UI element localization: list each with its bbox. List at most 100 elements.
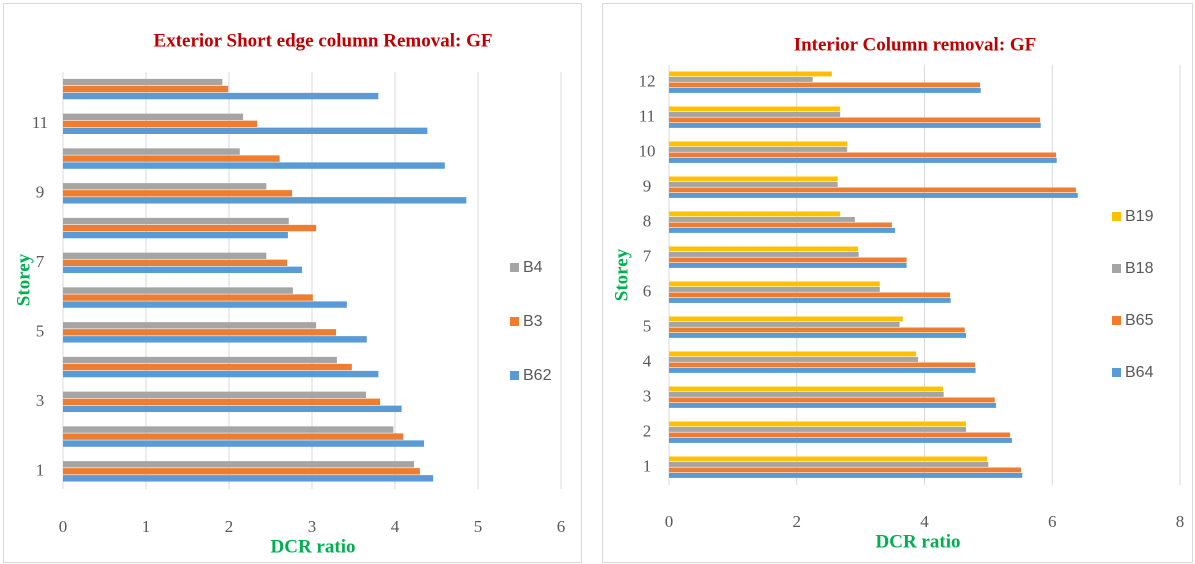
bar [669,193,1078,198]
bar [669,386,944,392]
legend-label: B3 [523,313,543,330]
bar [669,298,951,303]
bar [63,468,420,475]
bar [669,397,995,403]
bar [669,158,1057,163]
legend-label: B62 [523,367,552,384]
bar [63,398,381,406]
bar [63,190,293,197]
bar [669,456,988,462]
y-tick-label: 5 [36,322,45,341]
bar [669,187,1076,193]
x-tick-label: 5 [474,517,483,536]
bar [669,392,944,397]
x-tick-label: 2 [225,517,234,536]
bar [669,112,841,117]
bar [669,182,838,187]
y-tick-label: 2 [643,421,652,440]
bar [669,467,1021,473]
legend-swatch [510,371,519,380]
x-tick-label: 8 [1176,512,1185,531]
bar [669,327,965,333]
y-tick-label: 11 [32,113,48,132]
y-tick-label: 11 [639,106,655,125]
bar [63,259,288,267]
bar [669,403,997,408]
y-tick-label: 7 [36,252,45,271]
x-tick-label: 0 [59,517,68,536]
bar [669,217,855,222]
y-tick-label: 7 [643,246,652,265]
bar [63,78,223,86]
bar [63,426,394,433]
bar [63,440,425,447]
bar [63,363,352,371]
legend-swatch [510,263,519,272]
bar [669,147,848,152]
bar [669,263,907,268]
y-tick-label: 5 [643,316,652,335]
bar [63,266,303,274]
bar [669,141,848,147]
bar [63,224,317,232]
bar [63,252,267,260]
bar [669,462,989,467]
x-tick-label: 6 [557,517,566,536]
bar [669,362,975,368]
bar [669,432,1011,438]
bar [63,336,367,343]
y-tick-label: 1 [36,461,45,480]
legend-label: B64 [1125,364,1154,381]
bar [669,473,1023,478]
bar [669,357,919,362]
y-tick-label: 4 [643,351,652,370]
bar [669,77,813,82]
legend-swatch [510,317,519,326]
bar [63,217,289,225]
x-tick-label: 4 [920,512,929,531]
bar [669,316,903,322]
bar [63,113,244,121]
bar [63,127,428,135]
bar [63,183,267,190]
y-tick-label: 9 [643,176,652,195]
bar [63,85,229,93]
bar [63,162,445,169]
bar [669,222,892,228]
x-tick-label: 0 [665,512,674,531]
bar [669,368,976,373]
legend-swatch [1112,264,1121,273]
bar [63,287,293,294]
bar [669,88,981,93]
legend-label: B65 [1125,312,1154,329]
y-axis-title: Storey [611,248,632,301]
x-tick-label: 1 [142,517,151,536]
bar [63,155,280,162]
y-tick-label: 3 [36,391,45,410]
x-axis-title: DCR ratio [271,536,356,557]
chart-title: Exterior Short edge column Removal: GF [154,30,493,51]
bar [669,252,859,257]
bar [669,106,841,112]
bar [669,287,880,292]
bar [63,301,347,308]
legend-swatch [1112,212,1121,221]
x-tick-label: 3 [308,517,317,536]
x-tick-label: 2 [793,512,802,531]
bar [669,292,951,298]
y-tick-label: 10 [639,141,656,160]
bar [669,427,967,432]
bar [669,123,1041,128]
bar [669,438,1013,443]
legend-swatch [1112,368,1121,377]
y-tick-label: 6 [643,281,652,300]
y-axis-title: Storey [13,253,34,306]
bar [63,405,402,413]
y-tick-label: 12 [639,71,656,90]
chart-title: Interior Column removal: GF [794,34,1037,55]
bar [669,281,880,287]
x-tick-label: 6 [1048,512,1057,531]
bar [63,329,337,336]
legend-swatch [1112,316,1121,325]
